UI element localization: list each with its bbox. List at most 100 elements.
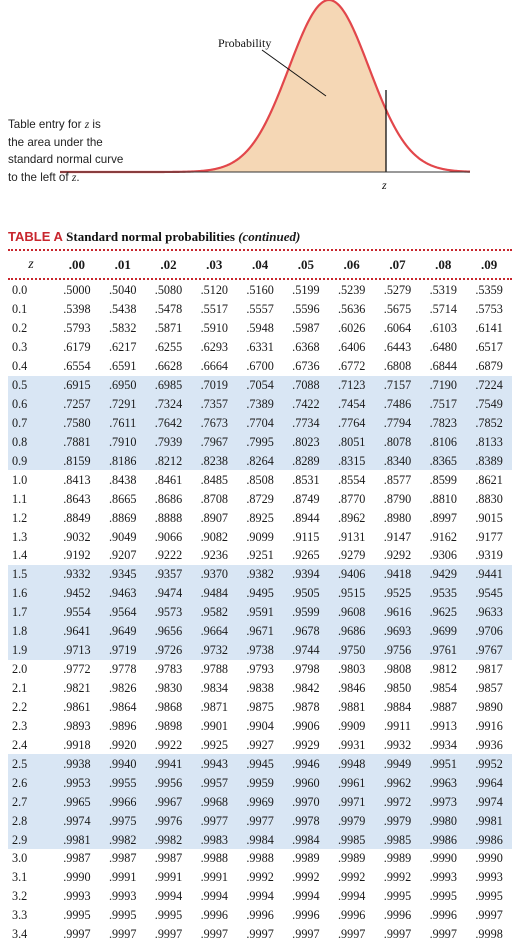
probability-cell: .7611 bbox=[99, 413, 146, 433]
probability-cell: .9953 bbox=[54, 773, 100, 793]
probability-cell: .9495 bbox=[237, 584, 283, 603]
probability-cell: .9956 bbox=[145, 773, 192, 793]
probability-cell: .9983 bbox=[191, 830, 238, 850]
probability-cell: .9871 bbox=[200, 699, 228, 714]
probability-cell: .9868 bbox=[154, 699, 183, 714]
probability-cell: .9943 bbox=[191, 754, 238, 774]
probability-cell: .7823 bbox=[420, 413, 467, 433]
probability-cell: .8264 bbox=[237, 451, 283, 471]
column-header: .00 bbox=[68, 257, 86, 272]
probability-cell: .9992 bbox=[383, 870, 412, 885]
probability-cell: .9251 bbox=[246, 548, 274, 563]
probability-cell: .9616 bbox=[374, 602, 421, 622]
probability-cell: .9678 bbox=[282, 621, 329, 641]
probability-cell: .9332 bbox=[54, 565, 100, 584]
probability-cell: .9993 bbox=[429, 870, 457, 885]
probability-cell: .9940 bbox=[99, 754, 146, 774]
probability-cell: .9898 bbox=[154, 718, 183, 733]
probability-cell: .9706 bbox=[466, 621, 512, 641]
probability-cell: .8686 bbox=[154, 491, 183, 506]
probability-cell: .9994 bbox=[200, 889, 228, 904]
probability-cell: .7910 bbox=[99, 432, 146, 452]
probability-cell: .9997 bbox=[108, 927, 137, 942]
probability-cell: .9932 bbox=[383, 737, 412, 752]
table-row: 0.0 .5000 .5040 .5080 .5120 .5160 .5199 .5239 .5… bbox=[8, 277, 512, 300]
probability-cell: .7357 bbox=[191, 394, 238, 414]
probability-cell: .6255 bbox=[154, 340, 183, 355]
probability-cell: .9319 bbox=[475, 548, 503, 563]
probability-cell: .5080 bbox=[154, 283, 183, 298]
probability-cell: .9778 bbox=[108, 662, 137, 677]
probability-cell: .7580 bbox=[54, 413, 100, 433]
probability-cell: .6141 bbox=[475, 321, 503, 336]
probability-cell: .9817 bbox=[475, 662, 503, 677]
probability-cell: .9998 bbox=[475, 927, 503, 942]
table-row: 0.3 .6179 .6217 .6255 .6293 .6331 .6368 .6406 .6… bbox=[8, 338, 512, 357]
z-value-cell: 2.3 bbox=[12, 718, 28, 733]
probability-cell: .9971 bbox=[328, 792, 375, 812]
table-entry-note: Table entry for z is the area under the … bbox=[8, 118, 124, 184]
probability-cell: .9989 bbox=[383, 851, 412, 866]
probability-cell: .8599 bbox=[429, 472, 457, 487]
probability-cell: .6443 bbox=[383, 340, 412, 355]
probability-cell: .6844 bbox=[429, 359, 457, 374]
probability-cell: .9990 bbox=[429, 851, 457, 866]
probability-cell: .8051 bbox=[328, 432, 375, 452]
probability-cell: .6217 bbox=[108, 340, 137, 355]
z-value-cell: 0.3 bbox=[12, 340, 28, 355]
probability-cell: .9887 bbox=[429, 699, 457, 714]
probability-cell: .7019 bbox=[191, 375, 238, 395]
probability-cell: .9838 bbox=[246, 681, 274, 696]
z-value-cell: 2.6 bbox=[8, 773, 54, 793]
probability-cell: .9981 bbox=[466, 811, 512, 831]
probability-cell: .9997 bbox=[429, 927, 457, 942]
probability-cell: .9032 bbox=[63, 529, 91, 544]
probability-cell: .5040 bbox=[108, 283, 137, 298]
probability-cell: .9664 bbox=[191, 621, 238, 641]
table-row: 0.8.7881.7910.7939.7967.7995.8023.8051.8… bbox=[8, 432, 512, 452]
probability-cell: .6808 bbox=[383, 359, 412, 374]
probability-cell: .5910 bbox=[200, 321, 228, 336]
probability-cell: .9964 bbox=[466, 773, 512, 793]
probability-cell: .8438 bbox=[108, 472, 137, 487]
probability-cell: .8925 bbox=[246, 510, 274, 525]
table-row: 1.1 .8643 .8665 .8686 .8708 .8729 .8749 .8770 .8… bbox=[8, 489, 512, 508]
probability-cell: .8749 bbox=[292, 491, 320, 506]
z-value-cell: 2.1 bbox=[12, 681, 28, 696]
probability-cell: .9177 bbox=[475, 529, 503, 544]
probability-cell: .9505 bbox=[282, 584, 329, 603]
column-header: .01 bbox=[114, 257, 131, 272]
probability-cell: .9484 bbox=[191, 584, 238, 603]
probability-cell: .9988 bbox=[246, 851, 274, 866]
probability-cell: .6331 bbox=[246, 340, 274, 355]
probability-cell: .5832 bbox=[108, 321, 137, 336]
probability-cell: .9973 bbox=[420, 792, 467, 812]
table-row: 0.1 .5398 .5438 .5478 .5517 .5557 .5596 .5636 .5… bbox=[8, 300, 512, 319]
probability-cell: .9963 bbox=[420, 773, 467, 793]
probability-cell: .9726 bbox=[145, 640, 192, 660]
z-value-cell: 2.4 bbox=[12, 737, 28, 752]
probability-cell: .9854 bbox=[429, 681, 457, 696]
probability-cell: .5753 bbox=[475, 302, 503, 317]
z-value-cell: 0.0 bbox=[12, 283, 28, 298]
probability-cell: .9996 bbox=[200, 908, 228, 923]
probability-cell: .9633 bbox=[466, 602, 512, 622]
probability-cell: .9997 bbox=[246, 927, 274, 942]
table-row: 1.5.9332.9345.9357.9370.9382.9394.9406.9… bbox=[8, 565, 512, 584]
probability-cell: .9936 bbox=[475, 737, 503, 752]
probability-cell: .5359 bbox=[475, 283, 503, 298]
table-row: 2.6.9953.9955.9956.9957.9959.9960.9961.9… bbox=[8, 773, 512, 793]
probability-cell: .7088 bbox=[282, 375, 329, 395]
probability-cell: .9990 bbox=[63, 870, 91, 885]
probability-cell: .7291 bbox=[99, 394, 146, 414]
probability-cell: .9756 bbox=[374, 640, 421, 660]
z-value-cell: 1.4 bbox=[12, 548, 28, 563]
probability-cell: .8907 bbox=[200, 510, 228, 525]
probability-cell: .9922 bbox=[154, 737, 183, 752]
z-value-cell: 3.3 bbox=[12, 908, 28, 923]
probability-cell: .9738 bbox=[237, 640, 283, 660]
table-title: TABLE A Standard normal probabilities (c… bbox=[8, 229, 301, 244]
probability-cell: .9788 bbox=[200, 662, 228, 677]
probability-cell: .9798 bbox=[292, 662, 320, 677]
probability-cell: .9968 bbox=[191, 792, 238, 812]
